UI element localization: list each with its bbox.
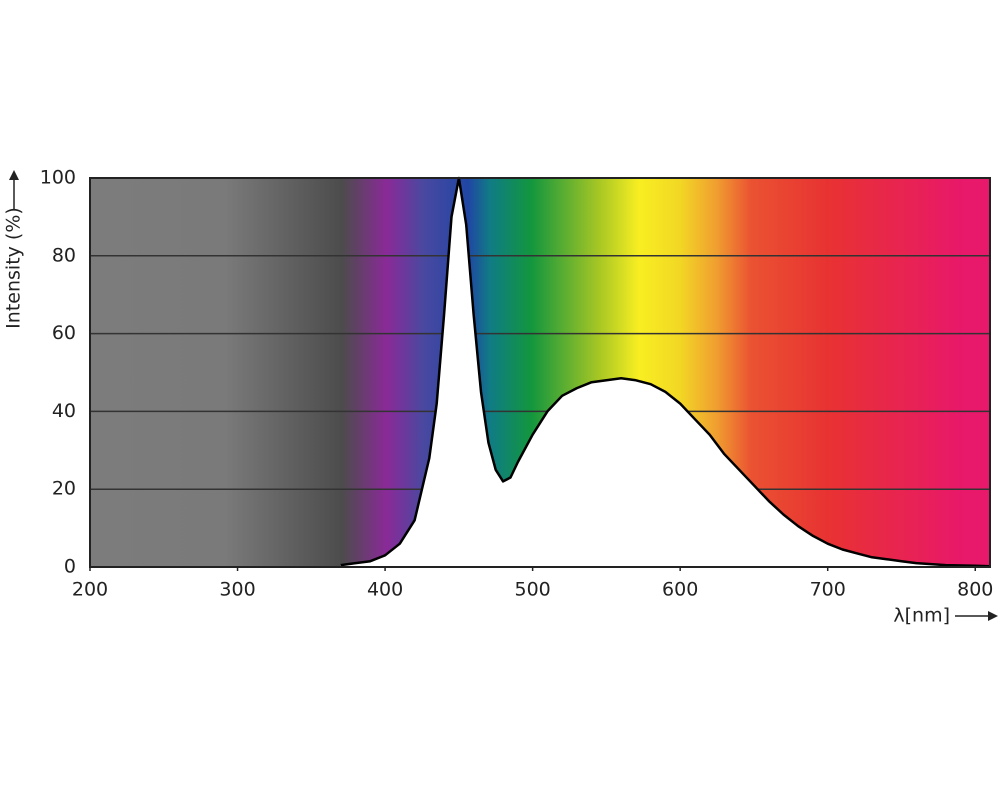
y-tick-label: 0 xyxy=(64,556,76,578)
x-axis-arrowhead xyxy=(988,611,998,621)
x-tick-label: 400 xyxy=(367,579,403,601)
x-tick-label: 200 xyxy=(72,579,108,601)
spectrum-line xyxy=(340,176,991,568)
x-tick-label: 800 xyxy=(957,579,993,601)
y-tick-label: 100 xyxy=(40,167,76,189)
y-tick-label: 80 xyxy=(52,244,76,266)
x-tick-label: 700 xyxy=(810,579,846,601)
plot-frame xyxy=(89,177,991,568)
y-axis-arrowhead xyxy=(9,170,19,180)
y-tick-label: 60 xyxy=(52,322,76,344)
x-tick-label: 600 xyxy=(662,579,698,601)
y-tick-label: 40 xyxy=(52,400,76,422)
x-tick-label: 300 xyxy=(219,579,255,601)
x-tick-label: 500 xyxy=(514,579,550,601)
y-tick-label: 20 xyxy=(52,478,76,500)
y-axis-label: Intensity (%) xyxy=(3,207,25,329)
area-under-curve xyxy=(340,178,990,567)
x-axis-label: λ[nm] xyxy=(893,605,950,627)
